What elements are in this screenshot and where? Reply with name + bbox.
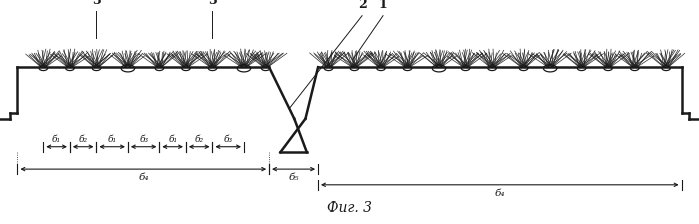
Text: б₁: б₁ <box>108 135 117 144</box>
Text: Фиг. 3: Фиг. 3 <box>327 201 372 215</box>
Text: 1: 1 <box>379 0 387 11</box>
Text: б₄: б₄ <box>138 173 149 182</box>
Text: 3: 3 <box>92 0 101 7</box>
Text: 2: 2 <box>358 0 366 11</box>
Text: б₂: б₂ <box>78 135 88 144</box>
Text: б₃: б₃ <box>224 135 233 144</box>
Text: б₁: б₁ <box>52 135 62 144</box>
Text: б₄: б₄ <box>494 189 505 198</box>
Text: 3: 3 <box>208 0 217 7</box>
Text: б₂: б₂ <box>194 135 204 144</box>
Text: б₅: б₅ <box>288 173 299 182</box>
Text: б₃: б₃ <box>139 135 148 144</box>
Text: б₁: б₁ <box>168 135 178 144</box>
